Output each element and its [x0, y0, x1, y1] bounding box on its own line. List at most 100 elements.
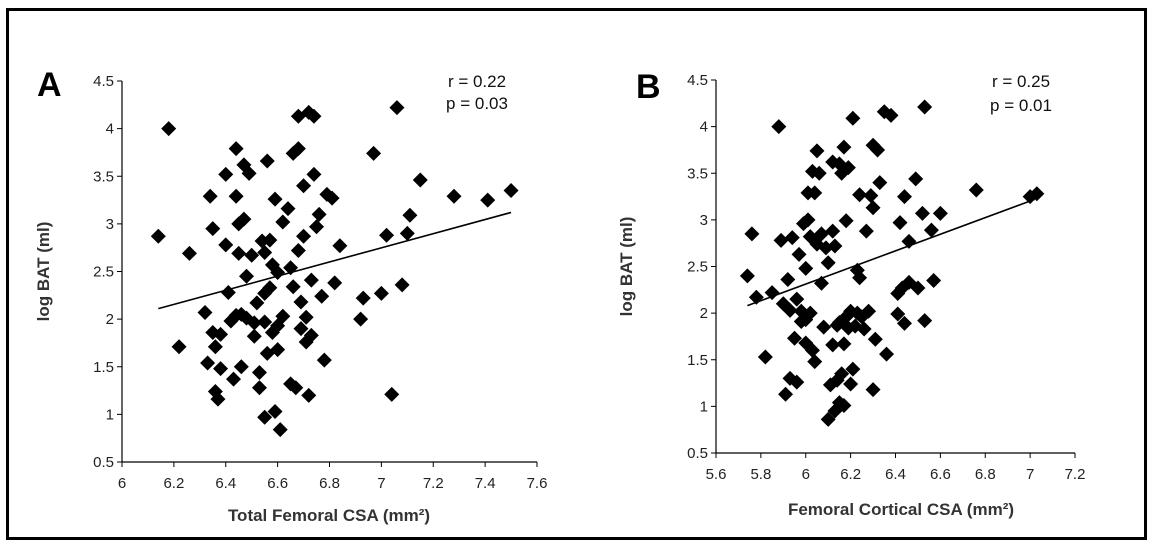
data-point — [914, 205, 930, 221]
data-point — [257, 409, 273, 425]
data-point — [244, 247, 260, 263]
x-tick-label: 6.6 — [267, 475, 288, 492]
data-point — [236, 211, 252, 227]
data-point — [366, 145, 382, 161]
data-point — [834, 165, 850, 181]
data-point — [296, 228, 312, 244]
data-point — [270, 342, 286, 358]
y-tick-label: 3 — [106, 216, 114, 233]
y-tick-label: 4.5 — [687, 72, 708, 89]
data-point — [280, 201, 296, 217]
data-point — [285, 279, 301, 295]
data-point — [373, 285, 389, 301]
data-point — [836, 336, 852, 352]
trend-line-a — [158, 211, 512, 310]
data-point — [917, 313, 933, 329]
y-axis-title-a: log BAT (ml) — [34, 222, 53, 322]
data-point — [389, 100, 405, 116]
data-point — [856, 321, 872, 337]
data-point — [896, 315, 912, 331]
data-point — [926, 272, 942, 288]
data-point — [239, 268, 254, 284]
data-point — [213, 361, 229, 377]
data-point — [301, 387, 317, 403]
data-point — [332, 238, 348, 254]
data-point — [845, 110, 861, 126]
data-point — [852, 187, 868, 203]
data-point — [836, 397, 852, 413]
data-point — [197, 304, 213, 320]
y-tick-label: 3 — [700, 212, 708, 229]
x-tick-label: 6.4 — [215, 475, 236, 492]
data-point — [865, 382, 881, 398]
x-tick-label: 7.2 — [1065, 466, 1086, 483]
data-point — [836, 139, 852, 155]
data-point — [241, 165, 257, 181]
data-point — [327, 275, 343, 291]
data-point — [503, 183, 519, 199]
data-point — [257, 244, 273, 260]
data-point — [355, 290, 371, 306]
data-point — [306, 108, 322, 124]
p-value-label: p = 0.03 — [446, 94, 508, 113]
data-point — [249, 295, 265, 311]
data-point — [316, 352, 332, 368]
data-point — [923, 222, 939, 238]
y-tick-label: 1 — [700, 398, 708, 415]
x-tick-label: 7 — [377, 475, 385, 492]
x-axis-title-b: Femoral Cortical CSA (mm²) — [788, 500, 1014, 519]
data-point — [820, 255, 836, 271]
x-tick-label: 5.6 — [706, 466, 727, 483]
data-point — [394, 277, 410, 293]
data-point — [787, 330, 803, 346]
data-point — [270, 264, 286, 280]
data-point — [150, 228, 166, 244]
y-tick-label: 0.5 — [687, 445, 708, 462]
data-point — [764, 285, 780, 301]
x-tick-label: 6.2 — [163, 475, 184, 492]
data-point — [246, 328, 262, 344]
data-point — [262, 232, 278, 248]
data-point — [228, 188, 244, 204]
data-point — [384, 386, 400, 402]
data-point — [257, 314, 273, 330]
data-point — [290, 141, 306, 157]
data-point — [811, 165, 827, 181]
x-axis-title-a: Total Femoral CSA (mm²) — [228, 506, 430, 525]
data-point — [896, 189, 912, 205]
data-point — [480, 192, 496, 208]
data-point — [226, 371, 242, 387]
data-point — [283, 260, 299, 276]
x-tick-label: 6 — [802, 466, 810, 483]
data-point — [813, 275, 829, 291]
data-point — [789, 291, 805, 307]
data-point — [852, 270, 868, 286]
data-point — [901, 233, 917, 249]
data-point — [298, 309, 314, 325]
data-point — [793, 303, 809, 319]
data-point — [739, 268, 755, 284]
y-tick-label: 3.5 — [93, 168, 114, 185]
data-point — [231, 245, 247, 261]
data-point — [262, 280, 278, 296]
data-point — [838, 213, 854, 229]
data-point — [399, 225, 415, 241]
data-point — [827, 238, 843, 254]
data-point — [845, 361, 861, 377]
data-point — [879, 346, 895, 362]
x-tick-label: 6.4 — [885, 466, 906, 483]
scatter-chart-a: 0.5 1 1.5 2 2.5 3 3.5 4 4.5 6 6.2 6.4 6.6 6.8 7 7.2 7.4 7… — [34, 66, 548, 525]
y-tick-label: 2 — [106, 311, 114, 328]
data-point — [816, 319, 832, 335]
data-point — [780, 272, 796, 288]
data-point — [220, 284, 236, 300]
data-point — [813, 226, 829, 242]
y-tick-label: 3.5 — [687, 165, 708, 182]
x-tick-label: 7.6 — [527, 475, 548, 492]
y-tick-label: 0.5 — [93, 454, 114, 471]
x-tick-label: 7.4 — [475, 475, 496, 492]
data-point — [840, 160, 856, 176]
data-point — [870, 142, 886, 158]
figure-frame: 0.5 1 1.5 2 2.5 3 3.5 4 4.5 6 6.2 6.4 6.6 6.8 7 7.2 7.4 7… — [6, 8, 1147, 540]
y-tick-label: 1.5 — [93, 359, 114, 376]
